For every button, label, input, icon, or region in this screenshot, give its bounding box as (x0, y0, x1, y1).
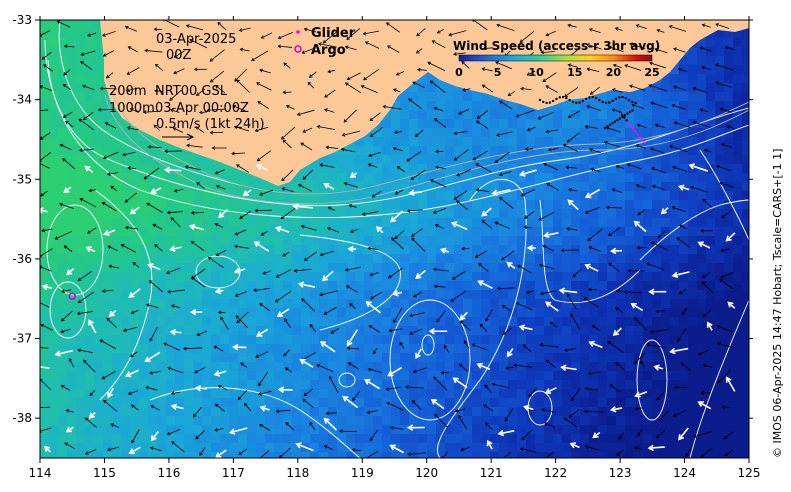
y-tick-label: -37 (12, 332, 32, 346)
colorbar-tick-label: 25 (644, 66, 659, 79)
x-tick-label: 115 (93, 466, 116, 480)
y-tick-label: -35 (12, 172, 32, 186)
colorbar-tick-label: 20 (606, 66, 622, 79)
argo-float-marker (68, 292, 76, 301)
current-vectors (40, 20, 736, 458)
shelf-contours (104, 91, 749, 205)
land-mass (100, 20, 749, 186)
y-tick-label: -33 (12, 13, 32, 27)
y-tick-label: -34 (12, 93, 32, 107)
scale-arrow-label: 0.5m/s (1kt 24h) (156, 117, 265, 132)
y-tick-label: -36 (12, 252, 32, 266)
colorbar-tick-label: 10 (529, 66, 545, 79)
glider-legend-label: Glider (311, 26, 356, 41)
x-tick-label: 123 (609, 466, 632, 480)
colorbar-tick-label: 15 (567, 66, 582, 79)
date-label: 03-Apr-2025 (156, 32, 236, 47)
colorbar-tick-label: 0 (455, 66, 463, 79)
x-tick-label: 125 (738, 466, 761, 480)
time-label: 00Z (166, 48, 192, 63)
x-tick-label: 120 (415, 466, 438, 480)
x-tick-label: 122 (544, 466, 567, 480)
product-date-label: 03-Apr 00:00Z (155, 101, 249, 116)
plot-frame (39, 19, 750, 459)
x-tick-label: 119 (351, 466, 374, 480)
glider-track (538, 95, 646, 144)
glider-legend-icon (296, 30, 300, 34)
product-label: NRT00 GSL (155, 84, 228, 99)
x-tick-label: 121 (480, 466, 503, 480)
scale-arrow-icon (162, 133, 195, 141)
x-tick-label: 118 (286, 466, 309, 480)
colorbar-title: Wind Speed (access-r 3hr avg) (453, 39, 660, 53)
x-tick-label: 124 (673, 466, 696, 480)
colorbar: Wind Speed (access-r 3hr avg) 0 5 10 15 20 25 (453, 39, 660, 79)
depth-200-label: 200m (109, 84, 146, 99)
x-tick-label: 116 (157, 466, 180, 480)
x-axis: 114 115 116 117 118 119 120 121 122 123 124 125 (29, 16, 761, 480)
credit-text: © IMOS 06-Apr-2025 14:47 Hobart; Tscale=… (771, 149, 784, 458)
argo-legend-label: Argo (311, 43, 346, 58)
argo-legend-icon (294, 45, 302, 53)
x-tick-label: 114 (29, 466, 52, 480)
x-tick-label: 117 (222, 466, 245, 480)
colorbar-strip (458, 54, 653, 62)
depth-1000-label: 1000m (109, 101, 155, 116)
marker-legend: Glider Argo (294, 26, 356, 58)
y-axis: -33 -34 -35 -36 -37 -38 (12, 13, 753, 425)
annotation-block: 03-Apr-2025 00Z 200m NRT00 GSL 1000m 03-… (109, 32, 265, 141)
y-tick-label: -38 (12, 411, 32, 425)
colorbar-tick-label: 5 (494, 66, 502, 79)
